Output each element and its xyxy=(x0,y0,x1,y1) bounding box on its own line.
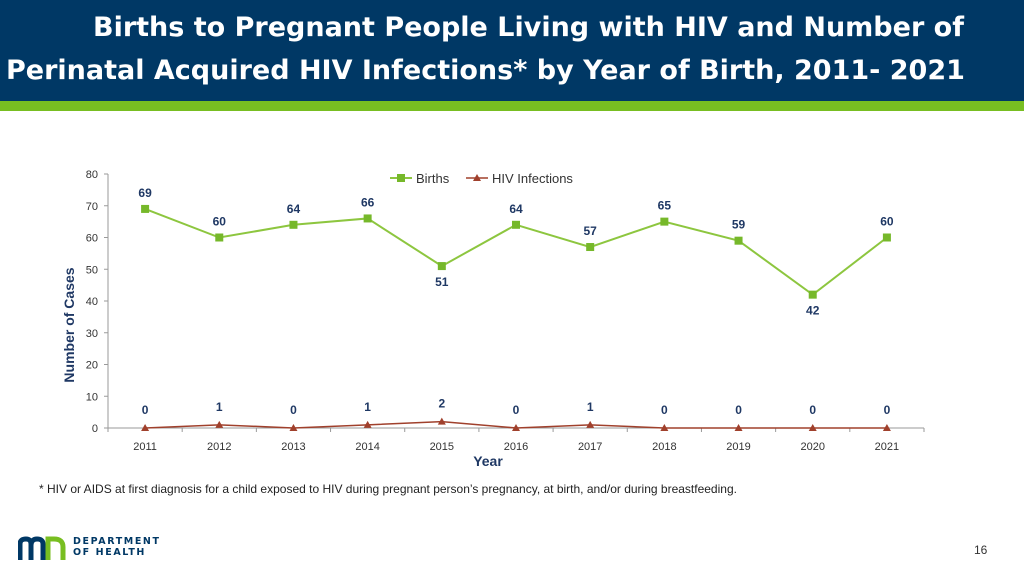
births-point xyxy=(586,243,595,252)
x-tick-label: 2021 xyxy=(875,441,899,453)
hiv-infections-data-label: 0 xyxy=(884,403,891,417)
x-tick-label: 2013 xyxy=(281,441,305,453)
x-tick-label: 2011 xyxy=(133,441,157,453)
y-axis-label: Number of Cases xyxy=(61,267,77,382)
hiv-infections-data-label: 2 xyxy=(438,397,445,411)
births-point xyxy=(141,204,150,213)
hiv-infections-point xyxy=(363,420,372,428)
legend-births-marker xyxy=(397,174,405,182)
series-births: 69 60 64 66 51 64 57 65 59 42 60 xyxy=(138,186,893,318)
slide-title-line-1: Births to Pregnant People Living with HI… xyxy=(93,12,964,43)
chart-legend: Births HIV Infections xyxy=(390,171,573,186)
mn-logo-icon xyxy=(18,536,66,560)
hiv-infections-point xyxy=(808,424,817,431)
x-tick-label: 2017 xyxy=(578,441,602,453)
y-tick-label: 0 xyxy=(92,423,98,435)
department-of-health-text: DEPARTMENT OF HEALTH xyxy=(73,536,161,558)
births-point xyxy=(512,220,520,229)
x-tick-label: 2018 xyxy=(652,441,676,453)
births-point xyxy=(289,220,298,229)
x-tick-label: 2020 xyxy=(800,441,824,453)
births-data-label: 64 xyxy=(287,202,301,216)
y-tick-label: 30 xyxy=(86,328,98,340)
births-point xyxy=(437,262,446,271)
x-tick-label: 2014 xyxy=(355,441,379,453)
y-tick-label: 50 xyxy=(86,264,98,276)
births-data-label: 42 xyxy=(806,304,820,318)
births-point xyxy=(882,233,891,242)
header-accent-stripe xyxy=(0,101,1024,111)
births-point xyxy=(363,214,372,223)
hiv-infections-point xyxy=(660,424,669,431)
y-tick-label: 70 xyxy=(86,201,98,213)
hiv-infections-data-label: 1 xyxy=(216,400,223,414)
hiv-infections-data-label: 0 xyxy=(513,403,520,417)
slide-title-line-2: Perinatal Acquired HIV Infections* by Ye… xyxy=(6,55,965,86)
births-data-label: 51 xyxy=(435,275,449,289)
y-tick-label: 40 xyxy=(86,296,98,308)
births-data-label: 60 xyxy=(880,215,894,229)
x-tick-labels: 2011 2012 2013 2014 2015 2016 2017 2018 2019 2020… xyxy=(107,428,925,453)
hiv-infections-point xyxy=(512,424,520,431)
births-data-label: 66 xyxy=(361,195,375,209)
logo-line-1: DEPARTMENT xyxy=(73,536,161,547)
x-tick-label: 2015 xyxy=(430,441,454,453)
mn-department-of-health-logo xyxy=(18,534,168,562)
hiv-infections-data-label: 0 xyxy=(290,403,297,417)
births-data-label: 57 xyxy=(584,224,598,238)
hiv-infections-point xyxy=(734,424,743,431)
hiv-infections-point xyxy=(437,417,446,425)
hiv-infections-point xyxy=(882,424,891,431)
hiv-infections-data-label: 1 xyxy=(364,400,371,414)
births-point xyxy=(734,236,743,245)
births-data-label: 60 xyxy=(213,215,227,229)
logo-line-2: OF HEALTH xyxy=(73,547,146,558)
x-tick-label: 2019 xyxy=(726,441,750,453)
hiv-infections-point xyxy=(586,420,595,428)
births-data-label: 69 xyxy=(138,186,152,200)
legend-hiv-infections-label: HIV Infections xyxy=(492,171,573,186)
births-data-label: 59 xyxy=(732,218,746,232)
births-point xyxy=(660,217,669,226)
hiv-infections-data-label: 0 xyxy=(809,403,816,417)
hiv-infections-data-label: 0 xyxy=(661,403,668,417)
series-hiv-infections: 0 1 0 1 2 0 1 0 0 0 0 xyxy=(141,397,891,431)
x-tick-label: 2016 xyxy=(504,441,528,453)
hiv-infections-data-label: 0 xyxy=(735,403,742,417)
page-number: 16 xyxy=(974,543,988,557)
y-tick-label: 60 xyxy=(86,233,98,245)
slide-header xyxy=(0,0,1024,101)
y-tick-labels: 0 10 20 30 40 50 60 70 80 xyxy=(86,169,108,435)
births-point xyxy=(808,290,817,299)
hiv-infections-point xyxy=(141,424,150,431)
footnote: * HIV or AIDS at first diagnosis for a c… xyxy=(39,482,737,496)
y-tick-label: 10 xyxy=(86,391,98,403)
hiv-infections-data-label: 0 xyxy=(142,403,149,417)
y-tick-label: 80 xyxy=(86,169,98,181)
births-data-label: 64 xyxy=(509,202,523,216)
hiv-infections-point xyxy=(215,420,224,428)
births-point xyxy=(215,233,224,242)
y-tick-label: 20 xyxy=(86,360,98,372)
hiv-infections-point xyxy=(289,424,298,431)
x-tick-label: 2012 xyxy=(207,441,231,453)
legend-births-label: Births xyxy=(416,171,450,186)
x-axis-label: Year xyxy=(473,453,503,469)
births-data-label: 65 xyxy=(658,199,672,213)
hiv-infections-data-label: 1 xyxy=(587,400,594,414)
legend-hiv-infections-marker xyxy=(473,174,481,181)
